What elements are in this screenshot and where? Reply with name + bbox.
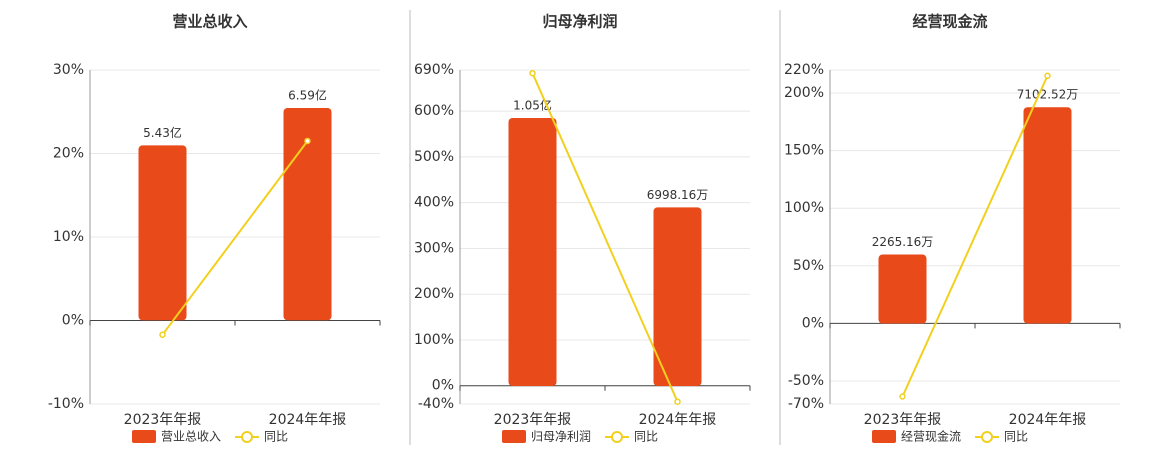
legend-label: 同比 xyxy=(634,430,658,444)
bar xyxy=(283,108,332,321)
legend-swatch xyxy=(981,431,994,443)
x-tick-label: 2024年年报 xyxy=(1009,412,1087,428)
y-tick-label: -40% xyxy=(418,396,454,412)
x-tick-label: 2023年年报 xyxy=(124,412,202,428)
y-tick-label: 400% xyxy=(414,195,454,211)
legend-swatch xyxy=(502,430,526,443)
y-tick-label: -10% xyxy=(48,396,84,412)
data-label: 6.59亿 xyxy=(288,88,327,103)
line-point xyxy=(159,331,166,338)
y-tick-label: 150% xyxy=(784,143,824,159)
legend-label: 经营现金流 xyxy=(901,429,961,444)
line xyxy=(531,72,679,403)
line-point xyxy=(1044,72,1051,80)
bar xyxy=(653,207,702,387)
data-label: 6998.16万 xyxy=(647,188,709,202)
bar xyxy=(138,145,187,321)
legend-swatch xyxy=(611,431,624,443)
y-tick-label: 300% xyxy=(414,240,454,256)
y-tick-label: 500% xyxy=(414,149,454,165)
line-point xyxy=(899,393,906,400)
y-tick-label: 10% xyxy=(53,229,84,245)
chart-title: 归母净利润 xyxy=(542,13,617,31)
y-tick-label: 200% xyxy=(784,85,824,101)
y-tick-label: 30% xyxy=(53,62,84,78)
y-tick-label: 0% xyxy=(432,378,454,394)
y-tick-label: 600% xyxy=(414,103,454,119)
y-tick-label: 690% xyxy=(414,62,454,78)
bar xyxy=(508,118,557,387)
y-tick-label: 200% xyxy=(414,286,454,302)
chart-title: 营业总收入 xyxy=(172,13,247,31)
legend-label: 同比 xyxy=(264,430,288,444)
y-tick-label: 50% xyxy=(793,258,824,274)
data-label: 7102.52万 xyxy=(1017,88,1079,102)
data-label: 5.43亿 xyxy=(143,125,182,140)
data-label: 1.05亿 xyxy=(513,98,552,113)
y-tick-label: 100% xyxy=(784,200,824,216)
bar xyxy=(878,254,927,324)
x-tick-label: 2023年年报 xyxy=(494,412,572,428)
line xyxy=(901,75,1049,397)
bar xyxy=(1023,107,1072,324)
line-point xyxy=(529,69,536,77)
y-tick-label: 220% xyxy=(784,62,824,78)
legend-swatch xyxy=(132,430,156,443)
y-tick-label: 0% xyxy=(62,313,84,329)
legend-swatch xyxy=(872,430,896,443)
x-tick-label: 2023年年报 xyxy=(864,412,942,428)
legend-label: 营业总收入 xyxy=(161,430,221,444)
data-label: 2265.16万 xyxy=(872,235,934,249)
y-tick-label: 0% xyxy=(802,315,824,331)
x-tick-label: 2024年年报 xyxy=(639,412,717,428)
legend-swatch xyxy=(241,431,254,443)
legend-label: 归母净利润 xyxy=(531,430,591,444)
y-tick-label: -50% xyxy=(788,373,824,389)
legend-label: 同比 xyxy=(1004,430,1028,444)
chart-title: 经营现金流 xyxy=(912,13,987,31)
line xyxy=(161,140,309,336)
line-point xyxy=(304,137,311,145)
y-tick-label: 100% xyxy=(414,332,454,348)
x-tick-label: 2024年年报 xyxy=(269,412,347,428)
y-tick-label: 20% xyxy=(53,146,84,162)
y-tick-label: -70% xyxy=(788,396,824,412)
line-point xyxy=(674,398,681,405)
